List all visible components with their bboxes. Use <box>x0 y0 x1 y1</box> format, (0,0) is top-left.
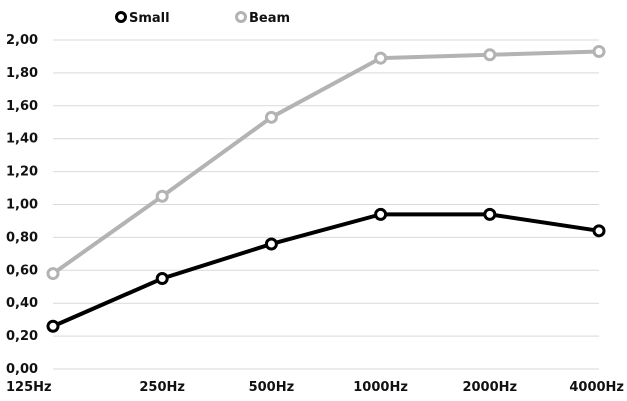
y-axis-tick-labels: 0,00 0,20 0,40 0,60 0,80 1,00 1,20 1,40 1,60 1,80… <box>6 33 38 377</box>
data-point-small <box>46 319 60 333</box>
legend-label-beam: Beam <box>249 11 290 26</box>
x-tick-label: 125Hz <box>6 380 52 395</box>
series-line-beam <box>51 49 600 276</box>
legend-marker-beam <box>235 11 247 23</box>
x-tick-label: 1000Hz <box>353 380 408 395</box>
data-point-beam <box>483 48 497 62</box>
data-point-small <box>155 272 169 286</box>
data-point-beam <box>264 110 278 124</box>
legend-item-beam: Beam <box>235 11 290 26</box>
data-point-small <box>264 237 278 251</box>
series <box>46 45 606 333</box>
legend-item-small: Small <box>115 11 170 26</box>
y-tick-label: 1,00 <box>6 198 38 213</box>
y-tick-label: 1,20 <box>6 165 38 180</box>
x-tick-label: 500Hz <box>249 380 295 395</box>
x-tick-label: 250Hz <box>139 380 185 395</box>
legend-marker-small <box>115 11 127 23</box>
data-point-small <box>483 207 497 221</box>
y-tick-label: 2,00 <box>6 33 38 48</box>
x-tick-label: 4000Hz <box>569 380 624 395</box>
data-point-small <box>374 207 388 221</box>
grid <box>53 39 599 370</box>
y-tick-label: 0,60 <box>6 263 38 278</box>
data-point-small <box>592 224 606 238</box>
series-line-small <box>52 212 600 329</box>
y-tick-label: 0,40 <box>6 296 38 311</box>
x-axis-tick-labels: 125Hz 250Hz 500Hz 1000Hz 2000Hz 4000Hz <box>6 380 624 395</box>
y-tick-label: 0,20 <box>6 329 38 344</box>
data-point-beam <box>46 267 60 281</box>
legend: Small Beam <box>115 11 290 26</box>
data-point-beam <box>374 51 388 65</box>
data-point-beam <box>592 45 606 59</box>
y-tick-label: 1,40 <box>6 132 38 147</box>
y-tick-label: 1,80 <box>6 66 38 81</box>
y-tick-label: 0,80 <box>6 230 38 245</box>
y-tick-label: 1,60 <box>6 99 38 114</box>
data-point-beam <box>155 189 169 203</box>
y-tick-label: 0,00 <box>6 362 38 377</box>
legend-label-small: Small <box>129 11 170 26</box>
x-tick-label: 2000Hz <box>462 380 517 395</box>
